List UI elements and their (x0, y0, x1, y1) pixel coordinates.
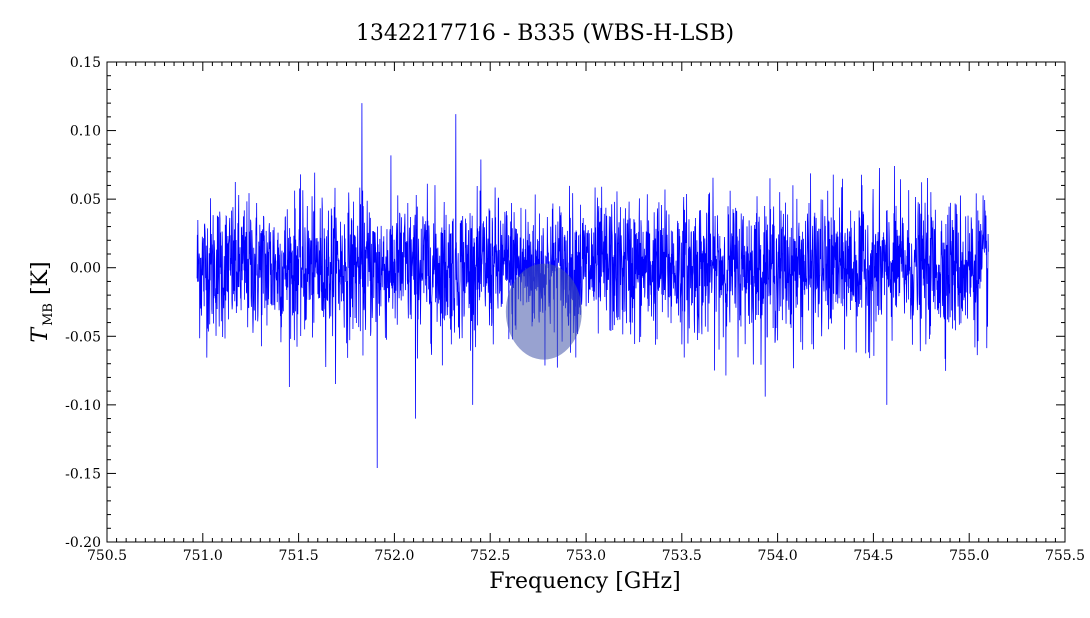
highlight-marker (505, 263, 582, 360)
y-tick-label: 0.10 (70, 124, 101, 140)
x-tick-label: 753.0 (566, 548, 606, 564)
x-tick-label: 754.5 (853, 548, 893, 564)
y-tick-label: -0.05 (65, 329, 101, 345)
y-tick-label: -0.20 (65, 535, 101, 551)
x-axis-label: Frequency [GHz] (489, 569, 681, 594)
x-tick-label: 755.5 (1045, 548, 1085, 564)
highlight-layer (505, 263, 582, 360)
y-axis-label: TMB [K] (28, 261, 56, 342)
plot-area: 750.5 751.0 751.5 752.0 752.5 753.0 753.5 754.0… (65, 55, 1085, 564)
x-tick-label: 751.0 (183, 548, 223, 564)
x-tick-label: 754.0 (758, 548, 798, 564)
x-tick-label: 750.5 (87, 548, 127, 564)
y-tick-label: -0.15 (65, 466, 101, 482)
y-axis-label-main: T (28, 326, 53, 343)
series-layer (196, 103, 989, 468)
y-axis-ticks: -0.20 -0.15 -0.10 -0.05 0.00 0.05 0.10 0.15 (65, 55, 1065, 551)
y-tick-label: 0.15 (70, 55, 101, 71)
x-axis-ticks: 750.5 751.0 751.5 752.0 752.5 753.0 753.5 754.0… (87, 62, 1085, 564)
x-tick-label: 751.5 (279, 548, 319, 564)
y-tick-label: 0.00 (70, 261, 101, 277)
x-tick-label: 753.5 (662, 548, 702, 564)
y-axis-label-sub: MB (41, 303, 56, 326)
x-tick-label: 752.0 (374, 548, 414, 564)
y-tick-label: -0.10 (65, 398, 101, 414)
y-axis-label-unit: [K] (28, 261, 53, 295)
x-tick-label: 755.0 (949, 548, 989, 564)
spectrum-line (196, 103, 989, 468)
chart-title: 1342217716 - B335 (WBS-H-LSB) (356, 21, 734, 46)
y-tick-label: 0.05 (70, 192, 101, 208)
x-tick-label: 752.5 (470, 548, 510, 564)
